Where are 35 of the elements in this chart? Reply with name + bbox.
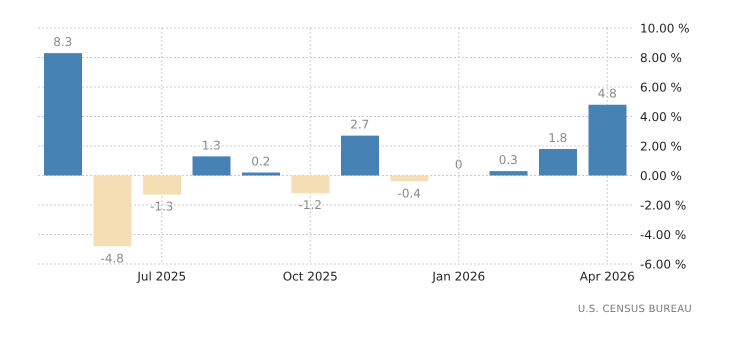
data-label: 2.7 xyxy=(350,118,370,132)
y-tick-label: -2.00 % xyxy=(640,198,686,212)
data-label: -0.4 xyxy=(398,186,421,200)
y-tick-label: 2.00 % xyxy=(640,139,682,154)
data-label: -4.8 xyxy=(100,251,124,266)
x-tick-label: Jul 2025 xyxy=(136,270,186,284)
data-label: 0.2 xyxy=(251,154,270,169)
bar xyxy=(292,176,330,194)
bar xyxy=(143,176,181,195)
x-tick-label: Jan 2026 xyxy=(431,270,486,284)
y-tick-label: 4.00 % xyxy=(640,110,682,124)
data-label: 8.3 xyxy=(53,35,72,50)
bar xyxy=(390,176,428,182)
text: U.S. CENSUS BUREAU xyxy=(576,304,693,315)
data-label: 0 xyxy=(454,158,463,172)
bar xyxy=(588,104,626,176)
y-tick-label: -6.00 % xyxy=(640,257,686,272)
bar xyxy=(242,172,280,176)
data-label: 4.8 xyxy=(598,86,617,101)
bar xyxy=(539,148,577,176)
bar xyxy=(490,171,528,176)
y-tick-label: 6.00 % xyxy=(640,80,682,94)
y-tick-label: 8.00 % xyxy=(640,50,682,65)
bar xyxy=(341,136,379,176)
x-tick-label: Oct 2025 xyxy=(282,270,338,284)
x-tick-label: Apr 2026 xyxy=(580,270,635,284)
bar xyxy=(94,176,132,246)
y-tick-label: -4.00 % xyxy=(640,228,686,242)
data-label: 0.3 xyxy=(498,153,518,168)
y-tick-label: 10.00 % xyxy=(640,21,690,36)
y-tick-label: 0.00 % xyxy=(640,168,682,183)
bar xyxy=(44,53,82,176)
bar xyxy=(192,156,230,176)
data-label: 1.8 xyxy=(548,130,568,145)
data-label: 1.3 xyxy=(202,138,221,152)
